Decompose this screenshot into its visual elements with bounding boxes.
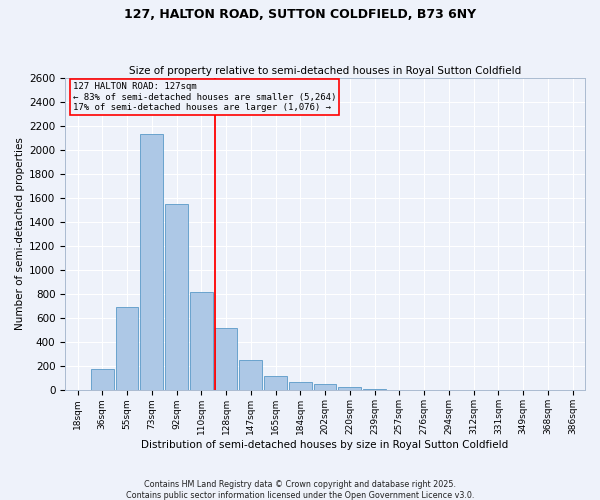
Bar (314, 384, 337, 390)
Bar (363, 389, 386, 390)
Bar (91, 370, 113, 390)
X-axis label: Distribution of semi-detached houses by size in Royal Sutton Coldfield: Distribution of semi-detached houses by … (142, 440, 509, 450)
Bar (215, 328, 238, 390)
Y-axis label: Number of semi-detached properties: Number of semi-detached properties (15, 138, 25, 330)
Bar (338, 388, 361, 390)
Bar (190, 292, 212, 390)
Bar (165, 204, 188, 390)
Bar (264, 376, 287, 390)
Bar (289, 382, 312, 390)
Text: Contains HM Land Registry data © Crown copyright and database right 2025.
Contai: Contains HM Land Registry data © Crown c… (126, 480, 474, 500)
Title: Size of property relative to semi-detached houses in Royal Sutton Coldfield: Size of property relative to semi-detach… (129, 66, 521, 76)
Bar (140, 134, 163, 390)
Bar (116, 308, 139, 390)
Bar (239, 360, 262, 390)
Text: 127, HALTON ROAD, SUTTON COLDFIELD, B73 6NY: 127, HALTON ROAD, SUTTON COLDFIELD, B73 … (124, 8, 476, 20)
Text: 127 HALTON ROAD: 127sqm
← 83% of semi-detached houses are smaller (5,264)
17% of: 127 HALTON ROAD: 127sqm ← 83% of semi-de… (73, 82, 337, 112)
